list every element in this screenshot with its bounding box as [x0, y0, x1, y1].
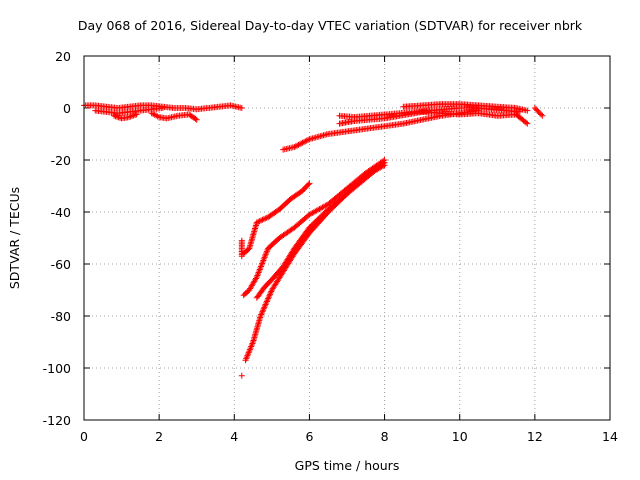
y-tick-label: -60 — [51, 257, 71, 272]
y-tick-label: -20 — [51, 153, 71, 168]
data-point — [263, 300, 270, 306]
data-point — [253, 219, 260, 226]
y-tick-label: -80 — [51, 309, 71, 324]
y-tick-label: 20 — [55, 49, 71, 64]
y-tick-label: -100 — [43, 361, 71, 376]
data-point — [298, 140, 305, 147]
data-point — [258, 311, 265, 318]
chart-title: Day 068 of 2016, Sidereal Day-to-day VTE… — [78, 18, 583, 33]
data-point — [291, 144, 298, 150]
series-group — [81, 102, 245, 123]
data-point — [255, 218, 262, 225]
data-point — [296, 141, 303, 148]
data-point — [252, 275, 259, 282]
data-point — [264, 297, 271, 304]
data-point — [265, 295, 272, 302]
data-point — [265, 294, 272, 301]
data-point — [263, 298, 270, 305]
x-tick-label: 12 — [527, 429, 543, 444]
data-point — [133, 111, 140, 118]
y-tick-label: 0 — [63, 101, 71, 116]
data-point — [305, 181, 312, 188]
data-point — [257, 313, 264, 319]
x-tick-label: 2 — [155, 429, 163, 444]
data-point — [303, 137, 310, 144]
data-point — [536, 110, 543, 117]
y-tick-label: -40 — [51, 205, 71, 220]
data-point — [523, 119, 530, 126]
data-point — [539, 112, 546, 119]
x-tick-label: 14 — [602, 429, 618, 444]
data-point — [260, 307, 267, 314]
data-point — [534, 107, 541, 114]
y-axis-label: SDTVAR / TECUs — [7, 187, 22, 289]
x-tick-label: 4 — [230, 429, 238, 444]
data-point — [192, 115, 199, 122]
data-point — [261, 302, 268, 309]
data-point — [262, 301, 269, 308]
y-tick-label: -120 — [43, 413, 71, 428]
data-point — [238, 105, 245, 111]
data-point — [294, 142, 301, 149]
data-point — [260, 305, 267, 312]
data-point — [238, 372, 245, 379]
data-point — [299, 139, 306, 146]
data-point — [260, 216, 267, 223]
data-point — [258, 310, 265, 317]
data-point — [261, 304, 268, 311]
data-point — [295, 141, 302, 148]
data-point — [531, 105, 538, 111]
data-point — [238, 253, 245, 260]
data-point — [524, 120, 531, 127]
data-point — [538, 111, 545, 118]
data-point — [268, 288, 275, 295]
data-point — [305, 136, 312, 143]
data-point — [381, 159, 388, 166]
data-point — [256, 218, 263, 225]
data-point — [267, 289, 274, 296]
data-point — [266, 291, 273, 298]
data-point — [193, 116, 200, 123]
x-tick-label: 6 — [305, 429, 313, 444]
data-point — [300, 139, 307, 146]
data-point — [535, 108, 542, 115]
x-axis-label: GPS time / hours — [295, 458, 400, 473]
data-point — [262, 215, 269, 222]
data-points — [81, 101, 546, 379]
data-point — [258, 217, 265, 224]
data-point — [259, 308, 266, 315]
data-point — [159, 105, 166, 111]
data-point — [380, 160, 387, 167]
plot-frame — [83, 55, 611, 421]
x-tick-label: 10 — [452, 429, 468, 444]
series-group — [238, 157, 388, 379]
data-point — [292, 143, 299, 150]
x-tick-label: 8 — [381, 429, 389, 444]
data-point — [302, 138, 309, 145]
data-point — [524, 107, 531, 114]
x-tick-label: 0 — [80, 429, 88, 444]
data-point — [306, 180, 313, 187]
data-point — [259, 216, 266, 223]
data-point — [533, 106, 540, 113]
data-point — [266, 292, 273, 299]
series-group — [280, 101, 546, 153]
